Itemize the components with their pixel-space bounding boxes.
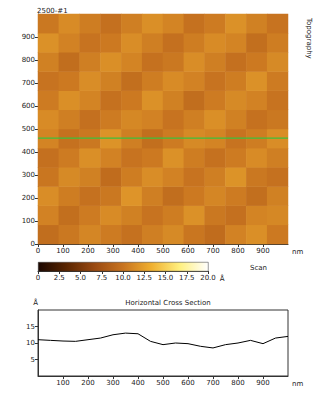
svg-text:200: 200 bbox=[81, 379, 94, 387]
svg-text:nm: nm bbox=[292, 380, 303, 388]
svg-text:300: 300 bbox=[106, 379, 119, 387]
svg-text:900: 900 bbox=[22, 33, 35, 41]
svg-text:10: 10 bbox=[26, 339, 35, 347]
svg-text:500: 500 bbox=[22, 125, 35, 133]
svg-text:900: 900 bbox=[256, 247, 269, 255]
svg-text:2500-#1: 2500-#1 bbox=[37, 7, 68, 15]
svg-text:15.0: 15.0 bbox=[158, 274, 174, 282]
svg-text:300: 300 bbox=[22, 171, 35, 179]
svg-text:12.5: 12.5 bbox=[136, 274, 152, 282]
svg-text:Scan: Scan bbox=[250, 264, 267, 272]
svg-text:Topography: Topography bbox=[305, 17, 313, 59]
svg-text:7.5: 7.5 bbox=[96, 274, 107, 282]
svg-text:300: 300 bbox=[106, 247, 119, 255]
svg-text:15: 15 bbox=[26, 323, 35, 331]
svg-text:700: 700 bbox=[206, 379, 219, 387]
svg-text:400: 400 bbox=[131, 379, 144, 387]
svg-text:100: 100 bbox=[56, 247, 69, 255]
svg-text:0: 0 bbox=[36, 274, 40, 282]
svg-text:5: 5 bbox=[31, 356, 35, 364]
svg-text:5.0: 5.0 bbox=[75, 274, 86, 282]
svg-text:800: 800 bbox=[231, 379, 244, 387]
svg-text:500: 500 bbox=[156, 379, 169, 387]
svg-text:600: 600 bbox=[181, 247, 194, 255]
svg-text:nm: nm bbox=[292, 248, 303, 256]
svg-text:20.0: 20.0 bbox=[200, 274, 216, 282]
svg-text:800: 800 bbox=[231, 247, 244, 255]
svg-text:100: 100 bbox=[22, 217, 35, 225]
svg-text:10.0: 10.0 bbox=[115, 274, 131, 282]
svg-text:17.5: 17.5 bbox=[179, 274, 195, 282]
svg-text:700: 700 bbox=[22, 79, 35, 87]
svg-text:400: 400 bbox=[131, 247, 144, 255]
svg-text:Horizontal Cross Section: Horizontal Cross Section bbox=[125, 299, 210, 307]
svg-text:600: 600 bbox=[22, 102, 35, 110]
svg-text:Å: Å bbox=[33, 298, 38, 307]
svg-text:200: 200 bbox=[22, 194, 35, 202]
svg-text:0: 0 bbox=[31, 240, 35, 248]
svg-text:500: 500 bbox=[156, 247, 169, 255]
svg-text:0: 0 bbox=[36, 247, 40, 255]
svg-text:700: 700 bbox=[206, 247, 219, 255]
svg-text:2.5: 2.5 bbox=[54, 274, 65, 282]
svg-text:400: 400 bbox=[22, 148, 35, 156]
svg-text:100: 100 bbox=[56, 379, 69, 387]
svg-text:600: 600 bbox=[181, 379, 194, 387]
svg-text:Å: Å bbox=[220, 274, 225, 283]
svg-text:800: 800 bbox=[22, 56, 35, 64]
svg-text:200: 200 bbox=[81, 247, 94, 255]
svg-text:900: 900 bbox=[256, 379, 269, 387]
